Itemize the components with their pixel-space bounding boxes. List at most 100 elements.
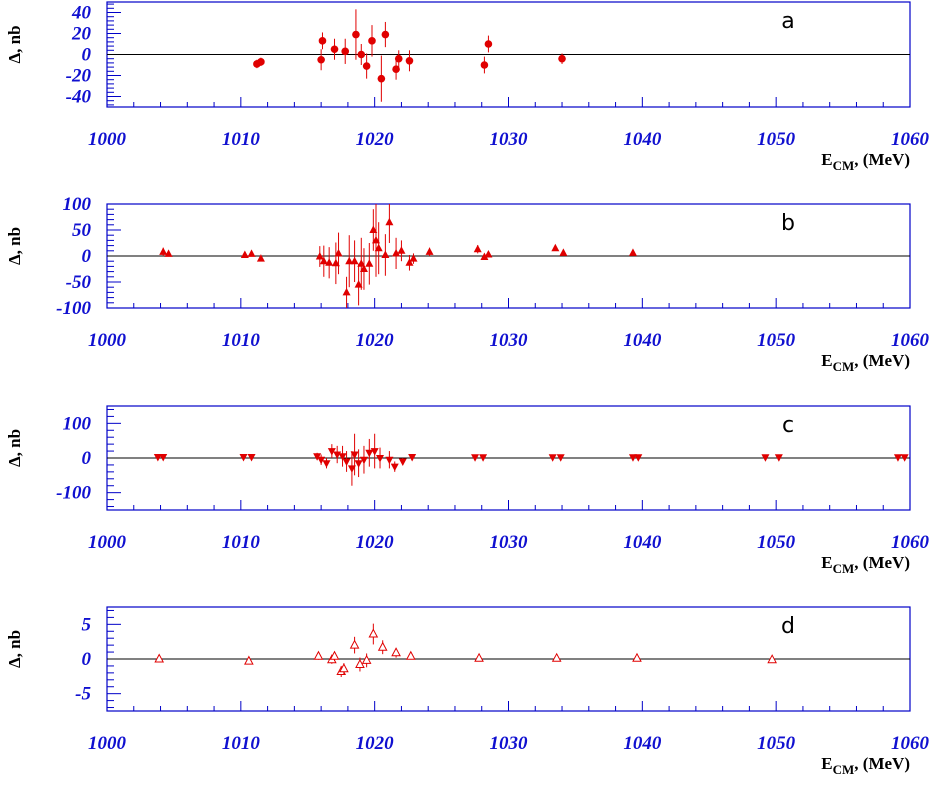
y-tick-label: 0 [82, 649, 92, 670]
x-axis-label: ECM, (MeV) [821, 150, 910, 173]
data-point [240, 250, 249, 258]
data-point [325, 258, 334, 266]
x-tick-label: 1010 [222, 330, 261, 351]
y-axis-label: Δ, nb [5, 25, 24, 63]
x-tick-label: 1020 [356, 733, 395, 754]
x-tick-label: 1030 [490, 330, 529, 351]
data-point [330, 45, 339, 54]
x-axis-label: ECM, (MeV) [821, 553, 910, 576]
data-point [774, 454, 783, 462]
data-point [473, 244, 482, 253]
data-point [767, 654, 777, 664]
data-point [359, 456, 368, 465]
data-point [322, 460, 331, 468]
x-axis-label: ECM, (MeV) [821, 351, 910, 374]
data-point [365, 259, 374, 267]
data-point [339, 663, 349, 673]
data-point [247, 249, 256, 257]
data-point [479, 454, 488, 462]
data-point [315, 252, 324, 260]
data-point [317, 456, 326, 465]
data-point [385, 217, 394, 226]
data-point [153, 453, 162, 462]
data-point [484, 249, 493, 258]
data-point [342, 458, 351, 466]
y-tick-label: -5 [75, 684, 91, 705]
panel-c: 1000 1010 1020 1030 1040 1050 1060 -100 0 100 Δ, n… [5, 405, 930, 576]
data-point [392, 248, 401, 257]
data-point [900, 454, 909, 462]
data-point [893, 454, 902, 462]
data-point [247, 453, 256, 462]
data-point [256, 254, 265, 262]
data-point [365, 449, 374, 458]
x-tick-label: 1060 [891, 129, 930, 150]
x-tick-label: 1050 [757, 532, 796, 553]
x-tick-label: 1030 [490, 532, 529, 553]
y-tick-label: 0 [82, 45, 92, 66]
x-tick-label: 1000 [88, 330, 127, 351]
data-point [334, 248, 343, 257]
x-axis-label: ECM, (MeV) [821, 754, 910, 777]
data-point [377, 74, 386, 83]
x-tick-label: 1010 [222, 129, 261, 150]
data-point [244, 655, 254, 665]
data-point [551, 243, 560, 252]
data-point [357, 259, 366, 267]
data-point [313, 453, 322, 461]
y-tick-label: 0 [82, 246, 92, 267]
x-tick-label: 1050 [757, 330, 796, 351]
data-point [347, 465, 356, 473]
panel-letter: d [781, 614, 795, 639]
data-point [559, 248, 568, 256]
data-point [342, 287, 351, 296]
data-series [253, 9, 566, 102]
data-point [398, 458, 407, 466]
data-point [239, 453, 248, 462]
y-tick-label: 50 [72, 220, 92, 241]
y-axis-label: Δ, nb [5, 227, 24, 265]
data-point [313, 650, 324, 660]
data-point [354, 280, 363, 288]
data-point [368, 628, 379, 638]
y-tick-label: -40 [66, 87, 92, 108]
data-series [159, 204, 637, 308]
data-point [634, 454, 643, 462]
data-point [154, 653, 165, 663]
data-point [159, 247, 168, 255]
data-point [359, 264, 368, 272]
x-tick-label: 1040 [623, 129, 662, 150]
data-point [350, 256, 359, 265]
data-point [556, 454, 565, 462]
x-tick-label: 1020 [356, 330, 395, 351]
data-point [409, 254, 418, 262]
data-point [361, 654, 372, 664]
panel-d: 1000 1010 1020 1030 1040 1050 1060 -5 0 5 Δ, nb ECM… [5, 606, 930, 777]
x-tick-label: 1000 [88, 733, 127, 754]
data-point [164, 249, 173, 257]
data-point [480, 252, 489, 261]
panel-b: 1000 1010 1020 1030 1040 1050 1060 -100 -50 0 50 10… [5, 194, 930, 374]
panel-letter: b [781, 211, 795, 236]
x-tick-label: 1020 [356, 129, 395, 150]
data-point [632, 652, 642, 662]
data-point [405, 258, 414, 266]
x-tick-label: 1000 [88, 129, 127, 150]
data-point [405, 650, 416, 660]
data-series [154, 623, 777, 678]
data-point [159, 453, 168, 462]
data-point [317, 55, 325, 64]
x-tick-label: 1040 [623, 330, 662, 351]
data-point [377, 641, 388, 651]
x-tick-label: 1030 [490, 129, 529, 150]
data-point [318, 37, 327, 45]
x-tick-label: 1060 [891, 532, 930, 553]
data-point [257, 58, 265, 66]
data-point [392, 65, 400, 73]
data-point [338, 453, 347, 461]
data-point [362, 62, 371, 70]
y-tick-label: 5 [82, 614, 92, 635]
data-point [374, 243, 383, 252]
